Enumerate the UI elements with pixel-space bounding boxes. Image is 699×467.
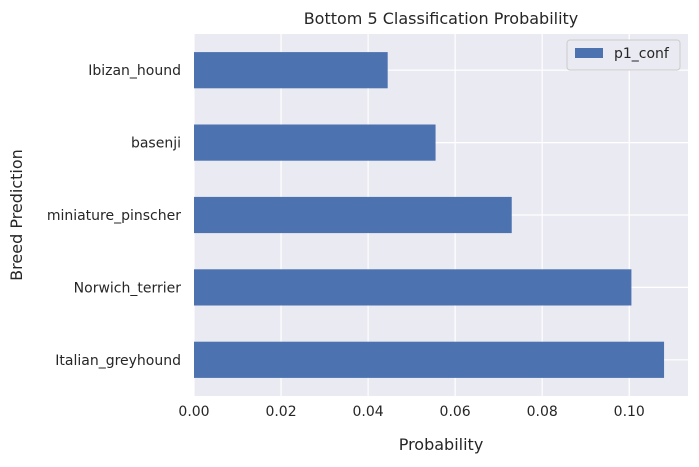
x-tick-label: 0.00 (178, 404, 209, 420)
y-tick-label: Norwich_terrier (74, 280, 182, 296)
bar-miniature-pinscher (194, 196, 512, 234)
y-axis-label: Breed Prediction (7, 149, 26, 281)
chart-title: Bottom 5 Classification Probability (304, 9, 579, 28)
x-tick-label: 0.10 (614, 404, 645, 420)
legend-swatch (575, 48, 603, 58)
x-axis-label: Probability (399, 435, 484, 454)
x-tick-label: 0.06 (440, 404, 471, 420)
y-tick-label: Italian_greyhound (55, 353, 181, 369)
legend: p1_conf (566, 39, 681, 71)
bar-italian-greyhound (194, 341, 665, 378)
y-tick-label: basenji (131, 136, 181, 152)
bars (194, 52, 665, 378)
x-tick-label: 0.08 (527, 404, 558, 420)
x-tick-label: 0.04 (353, 404, 384, 420)
x-tick-label: 0.02 (265, 404, 296, 420)
legend-box (566, 39, 681, 71)
bar-basenji (194, 124, 436, 161)
bar-norwich-terrier (194, 269, 632, 306)
y-tick-labels: Italian_greyhound Norwich_terrier miniatur… (47, 63, 181, 369)
bar-ibizan-hound (194, 52, 388, 89)
legend-label: p1_conf (614, 46, 670, 62)
x-tick-labels: 0.00 0.02 0.04 0.06 0.08 0.10 (178, 404, 644, 420)
y-tick-label: miniature_pinscher (47, 208, 181, 224)
y-tick-label: Ibizan_hound (88, 63, 181, 79)
